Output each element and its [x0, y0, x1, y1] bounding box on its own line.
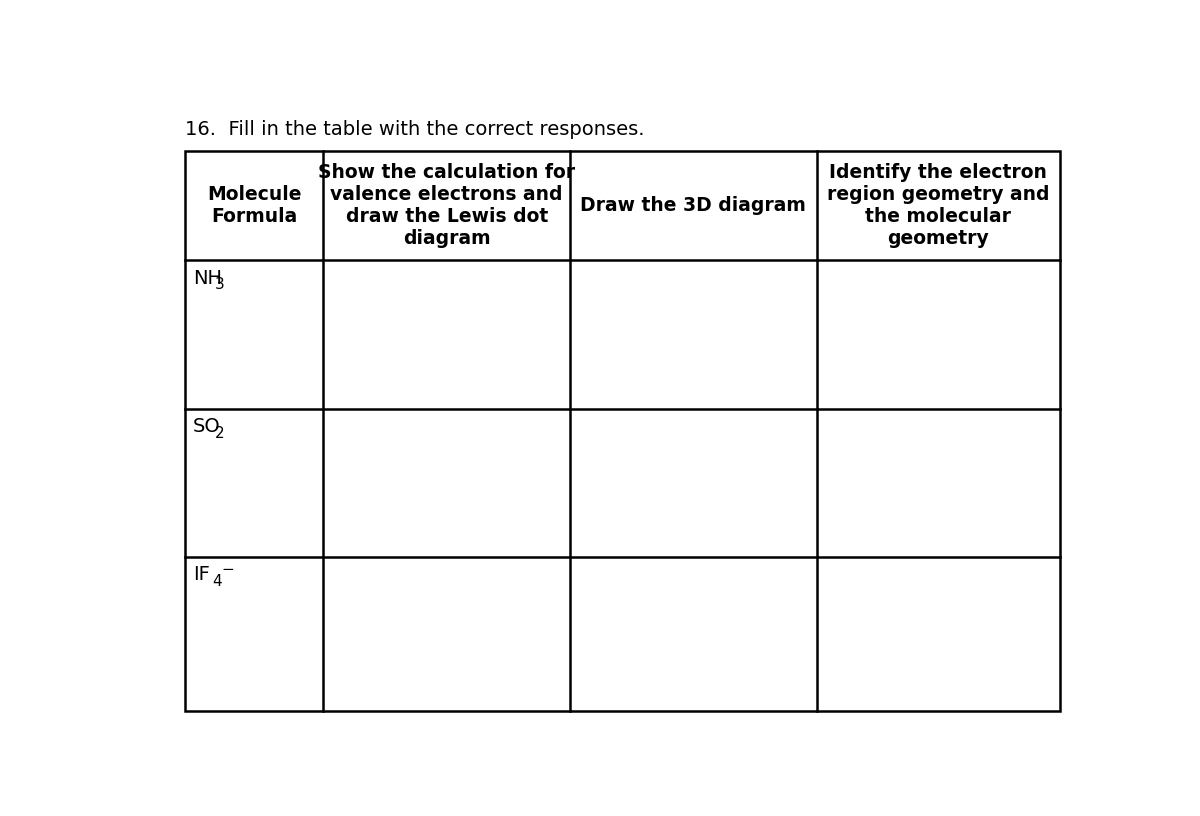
Text: Molecule
Formula: Molecule Formula — [208, 185, 301, 226]
Text: IF: IF — [193, 565, 210, 584]
Text: −: − — [222, 561, 234, 577]
Text: Show the calculation for
valence electrons and
draw the Lewis dot
diagram: Show the calculation for valence electro… — [318, 163, 575, 248]
Text: 16.  Fill in the table with the correct responses.: 16. Fill in the table with the correct r… — [185, 120, 644, 139]
Text: NH: NH — [193, 268, 222, 287]
Text: SO: SO — [193, 417, 221, 436]
Text: 3: 3 — [215, 277, 224, 292]
Text: 4: 4 — [212, 574, 222, 588]
Text: Identify the electron
region geometry and
the molecular
geometry: Identify the electron region geometry an… — [827, 163, 1049, 248]
Text: 2: 2 — [215, 425, 224, 441]
Text: Draw the 3D diagram: Draw the 3D diagram — [581, 197, 806, 215]
